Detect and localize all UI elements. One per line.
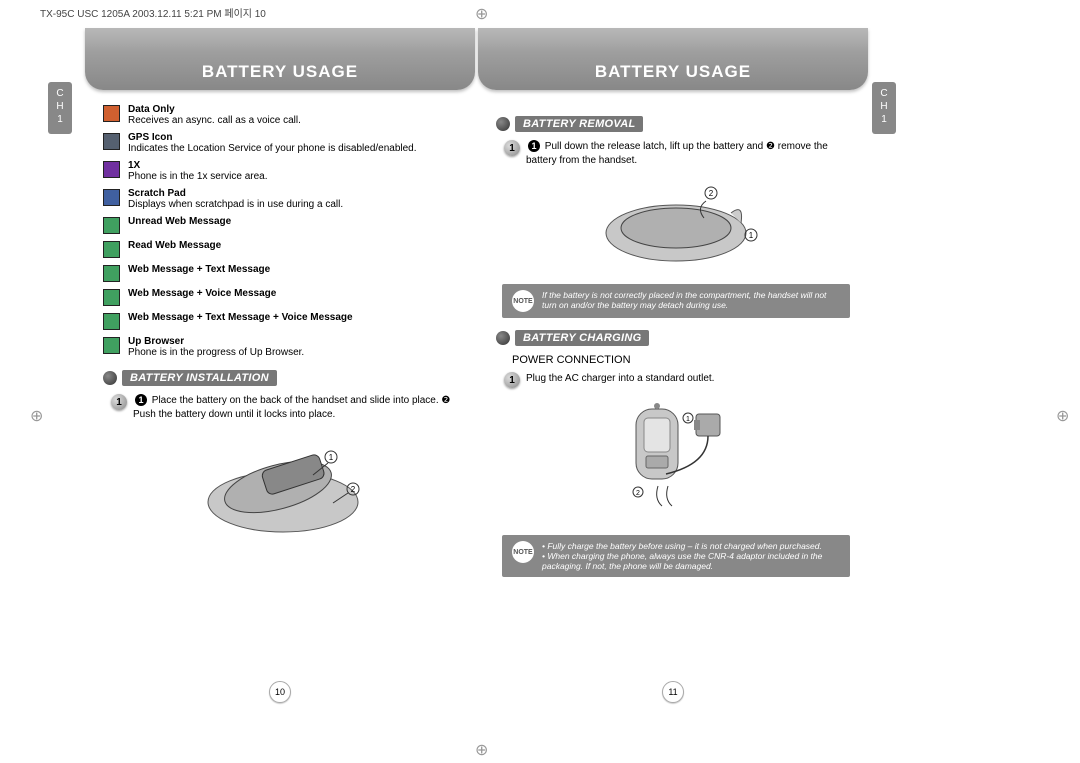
status-icon bbox=[103, 337, 120, 354]
install-step-1: 1 1 Place the battery on the back of the… bbox=[103, 394, 463, 421]
status-icon bbox=[103, 133, 120, 150]
title-banner: BATTERY USAGE bbox=[478, 28, 868, 90]
icon-description: GPS IconIndicates the Location Service o… bbox=[128, 132, 463, 154]
svg-text:1: 1 bbox=[749, 231, 754, 240]
svg-text:2: 2 bbox=[636, 490, 640, 497]
page-title: BATTERY USAGE bbox=[202, 62, 358, 90]
icon-description: 1XPhone is in the 1x service area. bbox=[128, 160, 463, 182]
icon-definition-row: Read Web Message bbox=[103, 240, 463, 258]
status-icon bbox=[103, 265, 120, 282]
battery-remove-figure: 2 1 bbox=[496, 173, 856, 276]
icon-definition-row: Web Message + Voice Message bbox=[103, 288, 463, 306]
icon-definition-row: Unread Web Message bbox=[103, 216, 463, 234]
note-text: If the battery is not correctly placed i… bbox=[542, 290, 840, 310]
icon-definition-row: Up BrowserPhone is in the progress of Up… bbox=[103, 336, 463, 358]
icon-description: Unread Web Message bbox=[128, 216, 463, 227]
power-connection-heading: POWER CONNECTION bbox=[512, 354, 856, 366]
icon-description: Scratch PadDisplays when scratchpad is i… bbox=[128, 188, 463, 210]
step-text: 1 Place the battery on the back of the h… bbox=[133, 394, 463, 421]
section-label: BATTERY INSTALLATION bbox=[122, 370, 277, 386]
icon-definition-row: Scratch PadDisplays when scratchpad is i… bbox=[103, 188, 463, 210]
status-icon bbox=[103, 217, 120, 234]
section-battery-removal: BATTERY REMOVAL bbox=[496, 116, 856, 132]
step-number-icon: 1 bbox=[111, 394, 127, 410]
icon-description: Data OnlyReceives an async. call as a vo… bbox=[128, 104, 463, 126]
page-number-left: 10 bbox=[269, 681, 291, 703]
page-left: BATTERY USAGE Data OnlyReceives an async… bbox=[85, 28, 475, 713]
status-icon bbox=[103, 189, 120, 206]
section-label: BATTERY REMOVAL bbox=[515, 116, 643, 132]
status-icon bbox=[103, 105, 120, 122]
status-icon bbox=[103, 161, 120, 178]
svg-text:1: 1 bbox=[329, 453, 334, 462]
print-header: TX-95C USC 1205A 2003.12.11 5:21 PM 페이지 … bbox=[40, 5, 266, 20]
icon-definition-row: 1XPhone is in the 1x service area. bbox=[103, 160, 463, 182]
step-text: 1 Pull down the release latch, lift up t… bbox=[526, 140, 856, 167]
page-number-right: 11 bbox=[662, 681, 684, 703]
icon-description: Read Web Message bbox=[128, 240, 463, 251]
step-number-icon: 1 bbox=[504, 140, 520, 156]
section-battery-installation: BATTERY INSTALLATION bbox=[103, 370, 463, 386]
charge-step-1: 1 Plug the AC charger into a standard ou… bbox=[496, 372, 856, 388]
note-charging: NOTE • Fully charge the battery before u… bbox=[502, 535, 850, 577]
icon-definition-row: GPS IconIndicates the Location Service o… bbox=[103, 132, 463, 154]
icon-description: Web Message + Text Message bbox=[128, 264, 463, 275]
note-icon: NOTE bbox=[512, 541, 534, 563]
note-battery-placement: NOTE If the battery is not correctly pla… bbox=[502, 284, 850, 318]
status-icon bbox=[103, 289, 120, 306]
chapter-tab-left: C H 1 bbox=[48, 82, 72, 134]
crop-mark: ⊕ bbox=[475, 4, 488, 24]
bullet-icon bbox=[103, 371, 117, 385]
bullet-icon bbox=[496, 117, 510, 131]
status-icon bbox=[103, 241, 120, 258]
step-text: Plug the AC charger into a standard outl… bbox=[526, 372, 856, 386]
battery-install-figure: 1 2 bbox=[103, 427, 463, 550]
svg-text:2: 2 bbox=[709, 189, 714, 198]
bullet-icon bbox=[496, 331, 510, 345]
page-title: BATTERY USAGE bbox=[595, 62, 751, 90]
status-icon bbox=[103, 313, 120, 330]
chapter-tab-right: C H 1 bbox=[872, 82, 896, 134]
title-banner: BATTERY USAGE bbox=[85, 28, 475, 90]
icon-description: Up BrowserPhone is in the progress of Up… bbox=[128, 336, 463, 358]
icon-definition-row: Web Message + Text Message + Voice Messa… bbox=[103, 312, 463, 330]
icon-definition-row: Web Message + Text Message bbox=[103, 264, 463, 282]
icon-description: Web Message + Voice Message bbox=[128, 288, 463, 299]
icon-description: Web Message + Text Message + Voice Messa… bbox=[128, 312, 463, 323]
crop-mark: ⊕ bbox=[1056, 406, 1069, 426]
crop-mark: ⊕ bbox=[475, 740, 488, 760]
icon-definition-row: Data OnlyReceives an async. call as a vo… bbox=[103, 104, 463, 126]
svg-text:2: 2 bbox=[351, 485, 356, 494]
remove-step-1: 1 1 Pull down the release latch, lift up… bbox=[496, 140, 856, 167]
svg-text:1: 1 bbox=[686, 416, 690, 423]
step-number-icon: 1 bbox=[504, 372, 520, 388]
charging-figure: 1 2 bbox=[496, 394, 856, 527]
section-label: BATTERY CHARGING bbox=[515, 330, 649, 346]
note-icon: NOTE bbox=[512, 290, 534, 312]
crop-mark: ⊕ bbox=[30, 406, 43, 426]
note-text: • Fully charge the battery before using … bbox=[542, 541, 840, 571]
page-right: BATTERY USAGE BATTERY REMOVAL 1 1 Pull d… bbox=[478, 28, 868, 713]
section-battery-charging: BATTERY CHARGING bbox=[496, 330, 856, 346]
